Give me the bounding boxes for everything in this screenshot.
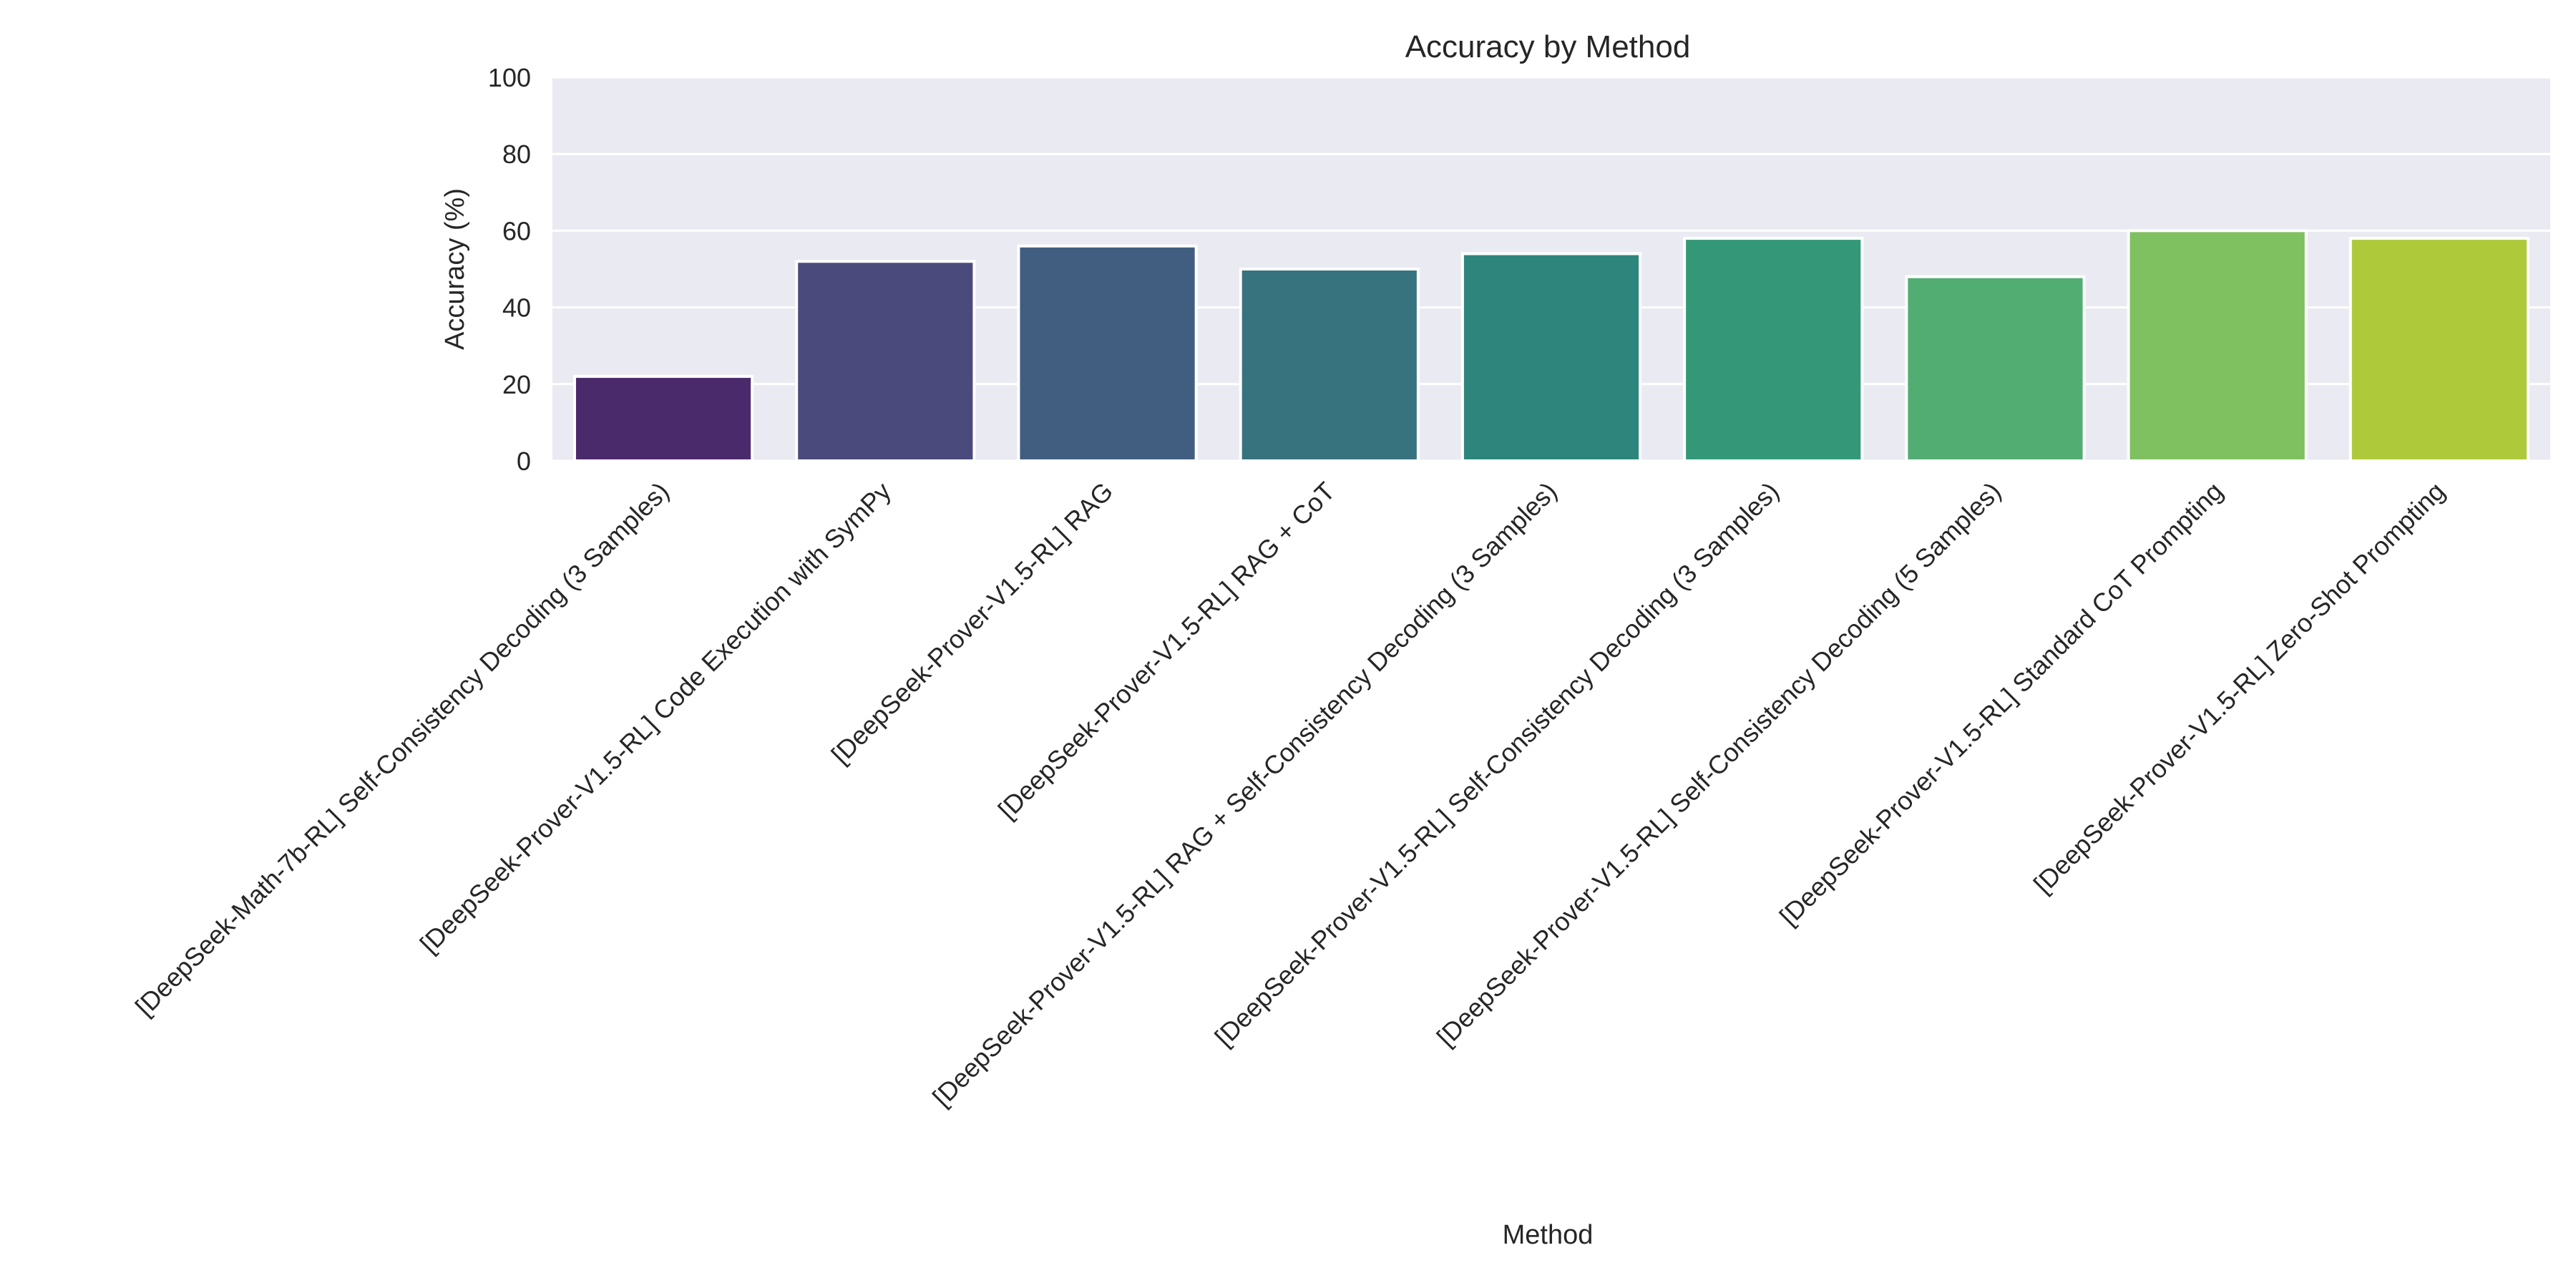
- bar: [573, 375, 754, 463]
- x-tick-label: [DeepSeek-Prover-V1.5-RL] Standard CoT P…: [1774, 477, 2229, 932]
- x-tick-label: [DeepSeek-Math-7b-RL] Self-Consistency D…: [130, 477, 675, 1022]
- y-axis-label: Accuracy (%): [440, 188, 470, 350]
- bars: [573, 229, 2529, 463]
- y-tick-label: 40: [502, 293, 531, 323]
- bar: [1683, 237, 1864, 462]
- bar: [2348, 237, 2529, 462]
- y-tick-label: 80: [502, 140, 531, 169]
- bar: [1905, 275, 2086, 462]
- x-tick-labels: [DeepSeek-Math-7b-RL] Self-Consistency D…: [130, 477, 2451, 1112]
- y-tick-label: 20: [502, 370, 531, 399]
- bar: [2127, 229, 2308, 462]
- chart-title: Accuracy by Method: [1405, 29, 1691, 64]
- y-tick-label: 60: [502, 216, 531, 245]
- y-tick-labels: 0 20 40 60 80 100: [488, 63, 531, 476]
- bar: [1460, 252, 1642, 462]
- y-tick-label: 0: [517, 447, 531, 476]
- y-tick-label: 100: [488, 63, 531, 92]
- bar: [1239, 268, 1420, 462]
- bar: [795, 260, 976, 462]
- x-tick-label: [DeepSeek-Prover-V1.5-RL] Code Execution…: [414, 477, 897, 959]
- x-tick-label: [DeepSeek-Prover-V1.5-RL] RAG + CoT: [992, 477, 1341, 825]
- bar: [1017, 244, 1198, 462]
- x-tick-label: [DeepSeek-Prover-V1.5-RL] Zero-Shot Prom…: [2028, 477, 2451, 899]
- x-axis-label: Method: [1503, 1220, 1594, 1250]
